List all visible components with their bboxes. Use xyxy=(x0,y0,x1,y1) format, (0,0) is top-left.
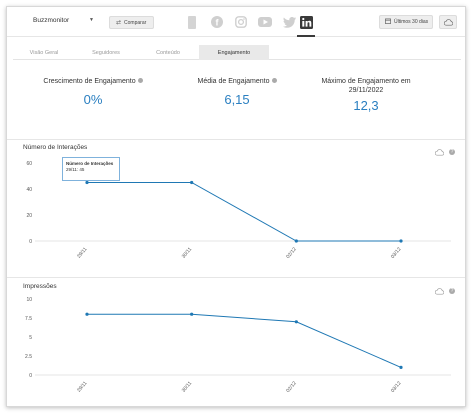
metric-label: Crescimento de Engajamento xyxy=(43,78,136,85)
x-tick-label: 30/11 xyxy=(181,380,194,393)
cloud-download-icon xyxy=(443,13,453,31)
x-tick-label: 30/11 xyxy=(181,246,194,259)
compare-label: Comparar xyxy=(124,19,147,26)
y-tick-label: 20 xyxy=(26,213,32,219)
metric-label: Máximo de Engajamento em 29/11/2022 xyxy=(321,78,411,94)
y-tick-label: 5 xyxy=(29,335,32,341)
info-icon[interactable] xyxy=(137,78,143,83)
chart-title: Número de Interações xyxy=(23,144,88,151)
y-tick-label: 2.5 xyxy=(25,354,32,360)
metric-value: 12,3 xyxy=(353,98,379,113)
x-tick-label: 29/11 xyxy=(76,246,89,259)
chart-actions: ? xyxy=(434,143,455,161)
facebook-icon[interactable]: f xyxy=(210,15,224,29)
data-point xyxy=(294,320,298,324)
export-button[interactable] xyxy=(439,15,457,29)
tab-visao-geral[interactable]: Visão Geral xyxy=(29,49,59,56)
brand-selector[interactable]: Buzzmonitor xyxy=(33,17,70,24)
instagram-icon[interactable] xyxy=(234,15,248,29)
tooltip-text: 29/11: 45 xyxy=(66,167,85,172)
chart-actions: ? xyxy=(434,282,455,300)
period-selector-button[interactable]: Últimos 30 dias xyxy=(379,15,433,29)
data-point xyxy=(85,180,89,185)
y-tick-label: 0 xyxy=(29,239,32,245)
svg-text:f: f xyxy=(216,18,220,28)
data-point xyxy=(294,239,298,243)
x-tick-label: 02/12 xyxy=(285,246,298,260)
tab-seguidores[interactable]: Seguidores xyxy=(92,49,120,56)
y-tick-label: 60 xyxy=(26,161,32,167)
cloud-download-icon[interactable] xyxy=(434,282,445,300)
tab-conteudo[interactable]: Conteúdo xyxy=(156,49,180,56)
y-tick-label: 40 xyxy=(26,187,32,193)
compare-icon: ⇄ xyxy=(116,20,122,26)
interactions-chart: 0 20 40 60 29/11 30/11 02/12 03/12 xyxy=(26,161,451,260)
impressions-chart: 0 2.5 5 7.5 10 29/11 30/11 02/12 03/12 xyxy=(25,297,451,394)
metric-engagement-average: Média de Engajamento 6,15 xyxy=(157,77,317,107)
twitter-icon[interactable] xyxy=(282,15,296,29)
section-divider xyxy=(7,277,465,278)
series-line xyxy=(87,313,402,368)
x-tick-label: 03/12 xyxy=(390,246,403,260)
metric-value: 0% xyxy=(83,92,103,107)
calendar-icon xyxy=(385,18,391,26)
cloud-download-icon[interactable] xyxy=(434,143,445,161)
metric-engagement-growth: Crescimento de Engajamento 0% xyxy=(13,77,173,107)
metric-label: Média de Engajamento xyxy=(197,78,270,85)
data-point xyxy=(85,312,89,316)
dashboard-frame: Buzzmonitor ▼ ⇄ Comparar f Últim xyxy=(6,6,466,407)
compare-button[interactable]: ⇄ Comparar xyxy=(109,16,154,29)
x-tick-label: 03/12 xyxy=(390,380,403,394)
help-icon[interactable]: ? xyxy=(449,288,455,294)
chart-tooltip: Número de Interações 29/11: 45 xyxy=(62,157,120,181)
y-tick-label: 0 xyxy=(29,373,32,379)
section-divider xyxy=(7,139,465,140)
y-tick-label: 10 xyxy=(26,297,32,303)
data-point xyxy=(190,180,194,185)
top-bar: Buzzmonitor ▼ ⇄ Comparar f Últim xyxy=(7,7,465,37)
data-point xyxy=(399,239,403,243)
linkedin-icon[interactable] xyxy=(299,15,313,29)
youtube-icon[interactable] xyxy=(258,15,272,29)
caret-down-icon[interactable]: ▼ xyxy=(89,17,94,23)
tooltip-title: Número de Interações xyxy=(66,161,114,166)
chart-title: Impressões xyxy=(23,283,57,290)
section-tabs: Visão Geral Seguidores Conteúdo Engajame… xyxy=(13,45,461,60)
tablet-icon[interactable] xyxy=(185,15,199,29)
period-label: Últimos 30 dias xyxy=(394,19,429,25)
x-tick-label: 02/12 xyxy=(285,380,298,394)
series-line xyxy=(87,182,401,242)
metric-engagement-max: Máximo de Engajamento em 29/11/2022 12,3 xyxy=(311,77,421,113)
x-tick-label: 29/11 xyxy=(76,380,89,393)
data-point xyxy=(190,312,194,316)
info-icon[interactable] xyxy=(271,78,277,83)
data-point xyxy=(399,365,403,369)
active-network-indicator xyxy=(297,35,315,37)
y-tick-label: 7.5 xyxy=(25,316,32,322)
help-icon[interactable]: ? xyxy=(449,149,455,155)
tab-engajamento[interactable]: Engajamento xyxy=(199,45,269,60)
metric-value: 6,15 xyxy=(224,92,250,107)
